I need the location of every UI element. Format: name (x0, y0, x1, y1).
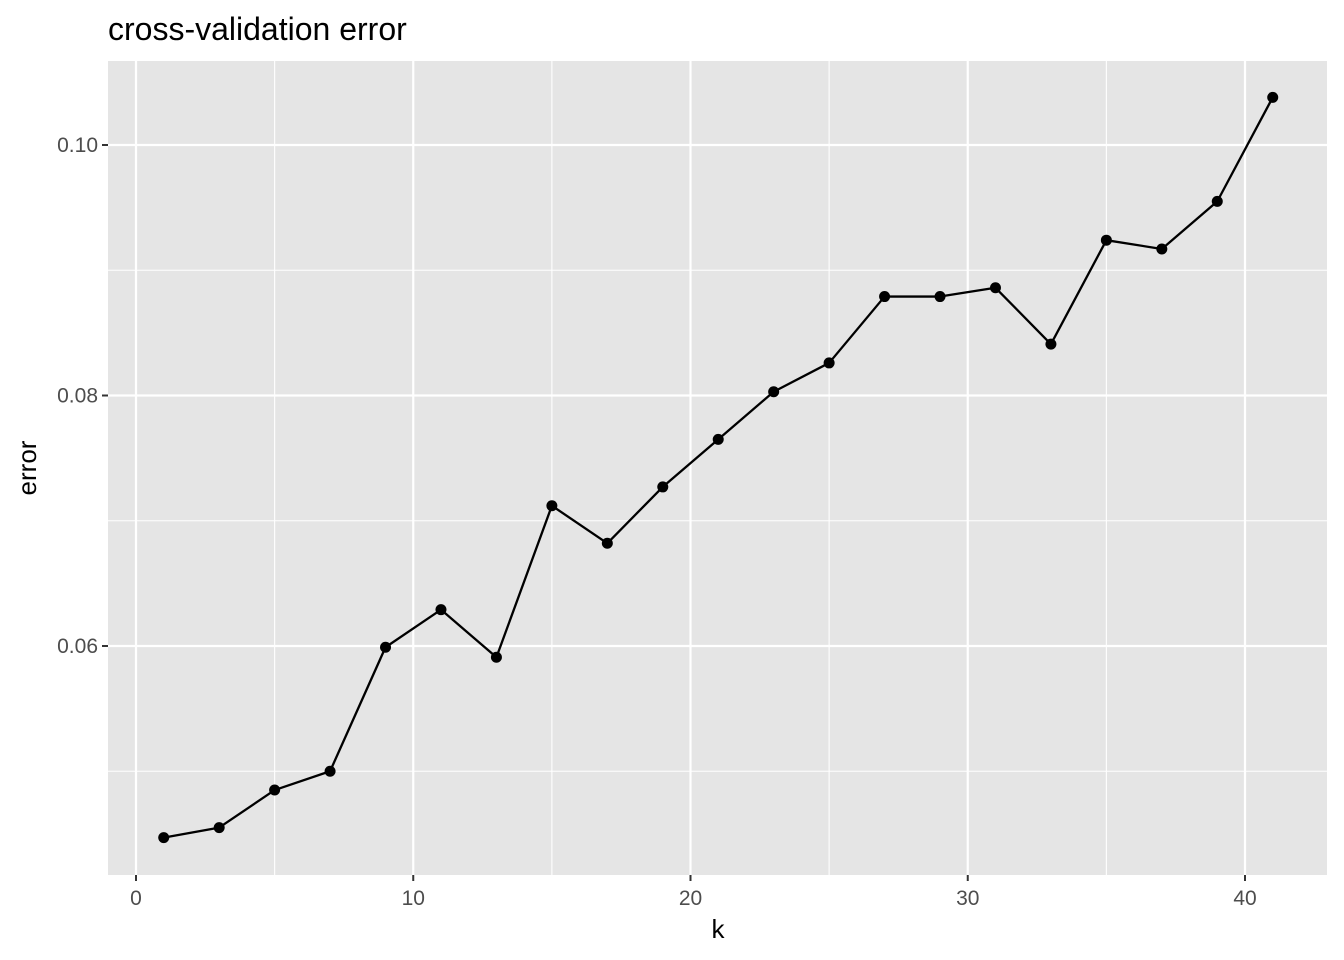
data-point (1211, 195, 1223, 207)
x-tick-label: 10 (402, 887, 425, 910)
data-point (490, 651, 502, 663)
x-axis-title: k (712, 914, 726, 944)
data-point (934, 291, 946, 303)
data-point (380, 641, 392, 653)
y-tick-label: 0.08 (57, 385, 98, 408)
data-point (879, 291, 891, 303)
major-gridlines (108, 61, 1327, 875)
data-point (213, 822, 225, 834)
data-point (546, 500, 558, 512)
y-tick-label: 0.06 (57, 635, 98, 658)
y-axis-title: error (12, 440, 42, 495)
data-point (158, 832, 170, 844)
y-axis-ticks: 0.06 0.08 0.10 (57, 134, 108, 658)
data-point (712, 433, 724, 445)
data-point (435, 604, 447, 616)
data-point (657, 481, 669, 493)
data-point (269, 784, 281, 796)
data-point (1267, 91, 1279, 103)
data-point (768, 386, 780, 398)
x-tick-label: 30 (956, 887, 979, 910)
data-point (601, 537, 613, 549)
chart-title: cross-validation error (108, 11, 407, 47)
data-point (989, 282, 1001, 294)
minor-gridlines (108, 61, 1327, 875)
y-tick-label: 0.10 (57, 134, 98, 157)
series-points-group (158, 91, 1279, 844)
data-point (1156, 243, 1168, 255)
data-point (823, 357, 835, 369)
x-axis-ticks: 0 10 20 30 40 (130, 875, 1257, 910)
data-point (324, 765, 336, 777)
x-tick-label: 0 (130, 887, 142, 910)
x-tick-label: 40 (1233, 887, 1256, 910)
data-point (1045, 338, 1057, 350)
plot-panel (108, 61, 1327, 875)
data-point (1100, 234, 1112, 246)
x-tick-label: 20 (679, 887, 702, 910)
